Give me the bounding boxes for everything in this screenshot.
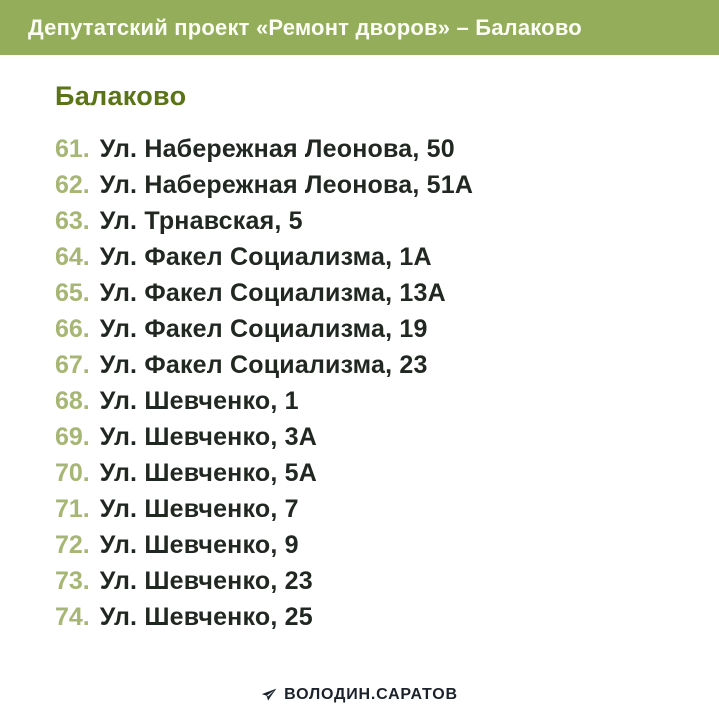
- paper-plane-icon: [261, 687, 277, 703]
- list-item-number: 65.: [55, 278, 90, 307]
- list-item-number: 62.: [55, 170, 90, 199]
- list-item-address: Ул. Шевченко, 25: [99, 602, 313, 631]
- list-item-address: Ул. Факел Социализма, 13А: [99, 278, 446, 307]
- list-item: 65. Ул. Факел Социализма, 13А: [55, 275, 699, 311]
- list-item: 68. Ул. Шевченко, 1: [55, 383, 699, 419]
- list-item-number: 72.: [55, 530, 90, 559]
- header-bar: Депутатский проект «Ремонт дворов» – Бал…: [0, 0, 719, 55]
- list-item-number: 73.: [55, 566, 90, 595]
- page-title: Депутатский проект «Ремонт дворов» – Бал…: [28, 14, 582, 40]
- list-item-address: Ул. Трнавская, 5: [99, 206, 303, 235]
- list-item-number: 61.: [55, 134, 90, 163]
- list-item-number: 68.: [55, 386, 90, 415]
- list-item: 72. Ул. Шевченко, 9: [55, 527, 699, 563]
- list-item: 71. Ул. Шевченко, 7: [55, 491, 699, 527]
- main-content: Балаково 61. Ул. Набережная Леонова, 50 …: [0, 55, 719, 635]
- list-item-number: 71.: [55, 494, 90, 523]
- list-item: 66. Ул. Факел Социализма, 19: [55, 311, 699, 347]
- list-item-address: Ул. Шевченко, 5А: [99, 458, 317, 487]
- footer-brand-text: ВОЛОДИН.САРАТОВ: [284, 686, 458, 703]
- list-item-number: 64.: [55, 242, 90, 271]
- list-item: 73. Ул. Шевченко, 23: [55, 563, 699, 599]
- list-item-address: Ул. Шевченко, 7: [99, 494, 299, 523]
- list-item: 63. Ул. Трнавская, 5: [55, 203, 699, 239]
- list-item-number: 67.: [55, 350, 90, 379]
- list-item: 74. Ул. Шевченко, 25: [55, 599, 699, 635]
- list-item-address: Ул. Факел Социализма, 1А: [99, 242, 432, 271]
- list-item-address: Ул. Шевченко, 23: [99, 566, 313, 595]
- list-item-address: Ул. Набережная Леонова, 50: [99, 134, 455, 163]
- list-item: 69. Ул. Шевченко, 3А: [55, 419, 699, 455]
- list-item: 67. Ул. Факел Социализма, 23: [55, 347, 699, 383]
- list-item: 64. Ул. Факел Социализма, 1А: [55, 239, 699, 275]
- footer-brand-bar: ВОЛОДИН.САРАТОВ: [0, 686, 719, 704]
- list-item-number: 70.: [55, 458, 90, 487]
- city-title: Балаково: [55, 81, 187, 111]
- list-item-number: 63.: [55, 206, 90, 235]
- list-item-address: Ул. Шевченко, 1: [99, 386, 299, 415]
- list-item-address: Ул. Набережная Леонова, 51А: [99, 170, 474, 199]
- list-item-address: Ул. Факел Социализма, 23: [99, 350, 428, 379]
- list-item: 70. Ул. Шевченко, 5А: [55, 455, 699, 491]
- address-list: 61. Ул. Набережная Леонова, 50 62. Ул. Н…: [55, 131, 699, 635]
- list-item-address: Ул. Факел Социализма, 19: [99, 314, 428, 343]
- list-item-address: Ул. Шевченко, 3А: [99, 422, 317, 451]
- list-item: 61. Ул. Набережная Леонова, 50: [55, 131, 699, 167]
- list-item-number: 69.: [55, 422, 90, 451]
- list-item: 62. Ул. Набережная Леонова, 51А: [55, 167, 699, 203]
- list-item-number: 74.: [55, 602, 90, 631]
- list-item-number: 66.: [55, 314, 90, 343]
- list-item-address: Ул. Шевченко, 9: [99, 530, 299, 559]
